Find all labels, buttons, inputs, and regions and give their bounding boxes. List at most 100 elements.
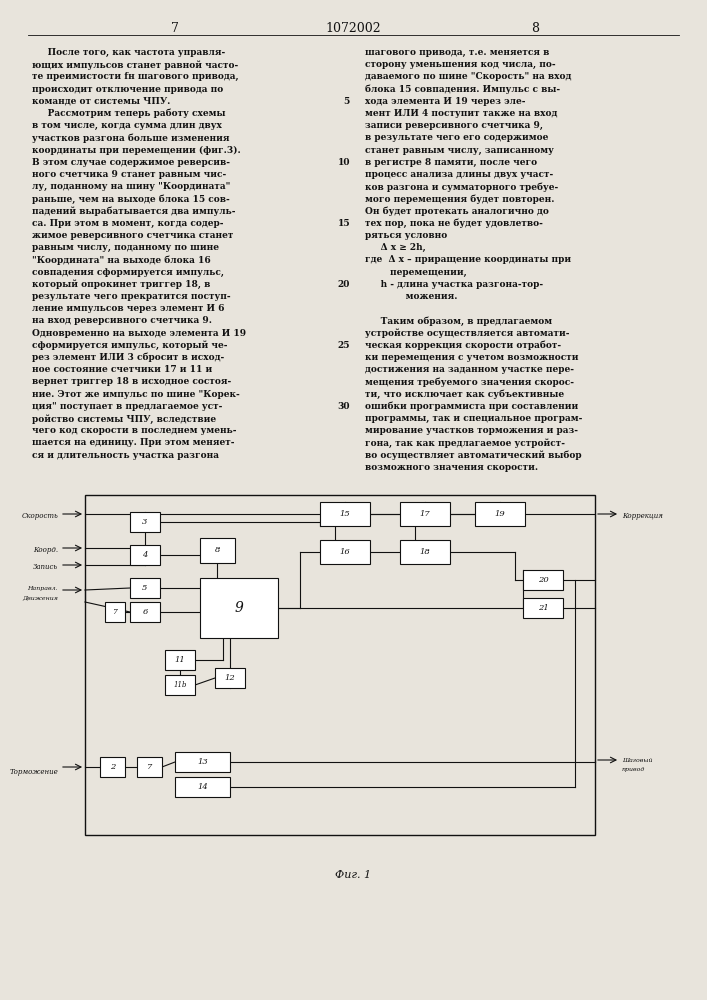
Text: мещения требуемого значения скорос-: мещения требуемого значения скорос- xyxy=(365,377,574,387)
Text: устройстве осуществляется автомати-: устройстве осуществляется автомати- xyxy=(365,329,570,338)
Text: 15: 15 xyxy=(339,510,351,518)
Text: 8: 8 xyxy=(531,22,539,35)
Bar xyxy=(130,602,160,622)
Text: чего код скорости в последнем умень-: чего код скорости в последнем умень- xyxy=(32,426,237,435)
Text: 18: 18 xyxy=(420,548,431,556)
Text: 8: 8 xyxy=(215,546,220,554)
Text: 7: 7 xyxy=(112,608,117,616)
Text: Коррекция: Коррекция xyxy=(622,512,663,520)
Text: шается на единицу. При этом меняет-: шается на единицу. При этом меняет- xyxy=(32,438,235,447)
Text: Δ x ≥ 2h,: Δ x ≥ 2h, xyxy=(365,243,426,252)
Text: гона, так как предлагаемое устройст-: гона, так как предлагаемое устройст- xyxy=(365,438,565,448)
Text: равным числу, поданному по шине: равным числу, поданному по шине xyxy=(32,243,219,252)
Bar xyxy=(215,668,245,688)
Text: h - длина участка разгона-тор-: h - длина участка разгона-тор- xyxy=(365,280,543,289)
Text: ющих импульсов станет равной часто-: ющих импульсов станет равной часто- xyxy=(32,60,238,70)
Text: можения.: можения. xyxy=(365,292,457,301)
Text: станет равным числу, записанному: станет равным числу, записанному xyxy=(365,146,554,155)
Text: участков разгона больше изменения: участков разгона больше изменения xyxy=(32,133,230,143)
Bar xyxy=(200,538,235,563)
Text: Скорость: Скорость xyxy=(21,512,58,520)
Bar xyxy=(320,540,370,564)
Text: блока 15 совпадения. Импульс с вы-: блока 15 совпадения. Импульс с вы- xyxy=(365,85,560,94)
Text: возможного значения скорости.: возможного значения скорости. xyxy=(365,463,538,472)
Bar xyxy=(137,757,162,777)
Text: мент ИЛИ 4 поступит также на вход: мент ИЛИ 4 поступит также на вход xyxy=(365,109,557,118)
Text: Движения: Движения xyxy=(22,595,58,600)
Bar xyxy=(130,512,160,532)
Text: вернет триггер 18 в исходное состоя-: вернет триггер 18 в исходное состоя- xyxy=(32,377,231,386)
Text: мирование участков торможения и раз-: мирование участков торможения и раз- xyxy=(365,426,578,435)
Bar xyxy=(523,598,563,618)
Text: мого перемещения будет повторен.: мого перемещения будет повторен. xyxy=(365,194,554,204)
Text: са. При этом в момент, когда содер-: са. При этом в момент, когда содер- xyxy=(32,219,223,228)
Text: совпадения сформируется импульс,: совпадения сформируется импульс, xyxy=(32,268,224,277)
Text: 9: 9 xyxy=(235,601,243,615)
Text: 14: 14 xyxy=(197,783,208,791)
Bar xyxy=(165,650,195,670)
Text: ков разгона и сумматорного требуе-: ков разгона и сумматорного требуе- xyxy=(365,182,559,192)
Text: сторону уменьшения код числа, по-: сторону уменьшения код числа, по- xyxy=(365,60,556,69)
Text: 6: 6 xyxy=(142,608,148,616)
Text: Коорд.: Коорд. xyxy=(33,546,58,554)
Text: в результате чего его содержимое: в результате чего его содержимое xyxy=(365,133,549,142)
Text: достижения на заданном участке пере-: достижения на заданном участке пере- xyxy=(365,365,574,374)
Text: 20: 20 xyxy=(537,576,549,584)
Text: 3: 3 xyxy=(142,518,148,526)
Text: Шаговый: Шаговый xyxy=(622,758,653,763)
Text: 30: 30 xyxy=(337,402,350,411)
Text: 7: 7 xyxy=(147,763,152,771)
Text: 19: 19 xyxy=(495,510,506,518)
Text: где  Δ x – приращение координаты при: где Δ x – приращение координаты при xyxy=(365,255,571,264)
Bar xyxy=(100,757,125,777)
Text: результате чего прекратится поступ-: результате чего прекратится поступ- xyxy=(32,292,230,301)
Text: 21: 21 xyxy=(537,604,549,612)
Bar xyxy=(105,602,125,622)
Text: который опрокинет триггер 18, в: который опрокинет триггер 18, в xyxy=(32,280,211,289)
Bar xyxy=(400,502,450,526)
Text: Он будет протекать аналогично до: Он будет протекать аналогично до xyxy=(365,207,549,216)
Text: процесс анализа длины двух участ-: процесс анализа длины двух участ- xyxy=(365,170,554,179)
Bar xyxy=(130,578,160,598)
Text: 20: 20 xyxy=(338,280,350,289)
Bar xyxy=(175,752,230,772)
Text: "Координата" на выходе блока 16: "Координата" на выходе блока 16 xyxy=(32,255,211,265)
Text: раньше, чем на выходе блока 15 сов-: раньше, чем на выходе блока 15 сов- xyxy=(32,194,230,204)
Text: 10: 10 xyxy=(337,158,350,167)
Bar xyxy=(175,777,230,797)
Text: 12: 12 xyxy=(225,674,235,682)
Text: 5: 5 xyxy=(344,97,350,106)
Text: ройство системы ЧПУ, вследствие: ройство системы ЧПУ, вследствие xyxy=(32,414,216,424)
Text: падений вырабатывается два импуль-: падений вырабатывается два импуль- xyxy=(32,207,235,216)
Text: ти, что исключает как субъективные: ти, что исключает как субъективные xyxy=(365,390,564,399)
Text: на вход реверсивного счетчика 9.: на вход реверсивного счетчика 9. xyxy=(32,316,212,325)
Text: Таким образом, в предлагаемом: Таким образом, в предлагаемом xyxy=(365,316,552,326)
Text: После того, как частота управля-: После того, как частота управля- xyxy=(32,48,226,57)
Text: ное состояние счетчики 17 и 11 и: ное состояние счетчики 17 и 11 и xyxy=(32,365,212,374)
Text: 15: 15 xyxy=(337,219,350,228)
Text: лу, поданному на шину "Координата": лу, поданному на шину "Координата" xyxy=(32,182,230,191)
Text: Рассмотрим теперь работу схемы: Рассмотрим теперь работу схемы xyxy=(32,109,226,118)
Bar xyxy=(320,502,370,526)
Text: ление импульсов через элемент И 6: ление импульсов через элемент И 6 xyxy=(32,304,225,313)
Text: тех пор, пока не будет удовлетво-: тех пор, пока не будет удовлетво- xyxy=(365,219,543,228)
Text: ческая коррекция скорости отработ-: ческая коррекция скорости отработ- xyxy=(365,341,561,350)
Bar xyxy=(85,495,595,835)
Text: ция" поступает в предлагаемое уст-: ция" поступает в предлагаемое уст- xyxy=(32,402,223,411)
Text: Фиг. 1: Фиг. 1 xyxy=(335,870,371,880)
Text: ошибки программиста при составлении: ошибки программиста при составлении xyxy=(365,402,578,411)
Text: 16: 16 xyxy=(339,548,351,556)
Text: ряться условно: ряться условно xyxy=(365,231,448,240)
Text: записи реверсивного счетчика 9,: записи реверсивного счетчика 9, xyxy=(365,121,543,130)
Text: 5: 5 xyxy=(142,584,148,592)
Bar xyxy=(523,570,563,590)
Text: ного счетчика 9 станет равным чис-: ного счетчика 9 станет равным чис- xyxy=(32,170,226,179)
Text: во осуществляет автоматический выбор: во осуществляет автоматический выбор xyxy=(365,451,582,460)
Text: 17: 17 xyxy=(420,510,431,518)
Bar xyxy=(200,578,278,638)
Text: координаты при перемещении (фиг.3).: координаты при перемещении (фиг.3). xyxy=(32,146,241,155)
Text: в регистре 8 памяти, после чего: в регистре 8 памяти, после чего xyxy=(365,158,537,167)
Text: рез элемент ИЛИ 3 сбросит в исход-: рез элемент ИЛИ 3 сбросит в исход- xyxy=(32,353,224,362)
Text: хода элемента И 19 через эле-: хода элемента И 19 через эле- xyxy=(365,97,525,106)
Text: 11: 11 xyxy=(175,656,185,664)
